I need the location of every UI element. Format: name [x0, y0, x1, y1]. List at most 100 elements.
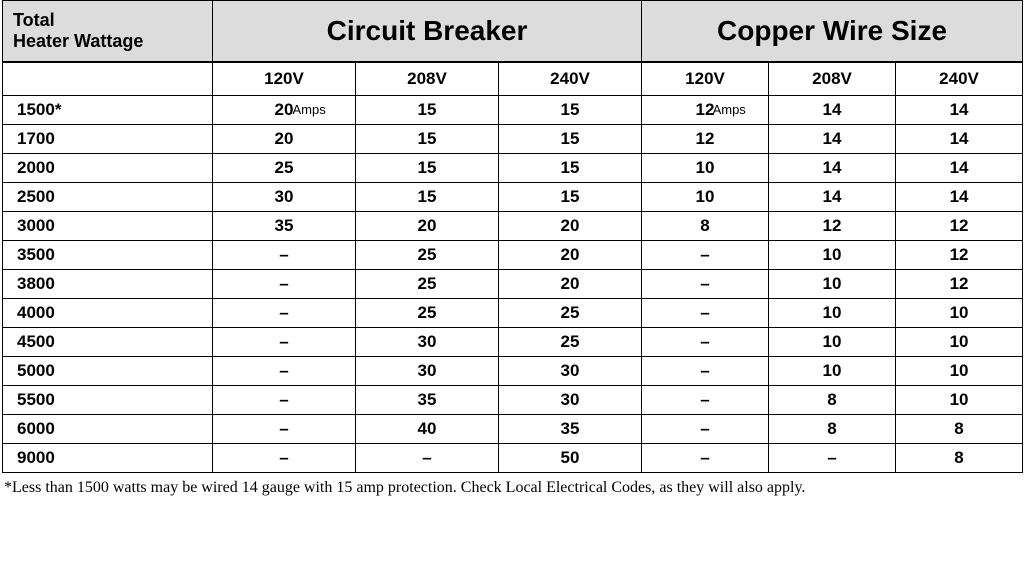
- wattage-cell: 1500*: [3, 96, 213, 125]
- cb-cell: 30: [499, 357, 642, 386]
- subheader-cb-120v: 120V: [213, 62, 356, 96]
- table-row: 4500–3025–1010: [3, 328, 1023, 357]
- cb-cell: 25: [499, 328, 642, 357]
- table-row: 300035202081212: [3, 212, 1023, 241]
- cb-cell: 35: [356, 386, 499, 415]
- cb-cell: 35: [499, 415, 642, 444]
- wire-cell: 14: [896, 96, 1023, 125]
- table-row: 1500*20Amps151512Amps1414: [3, 96, 1023, 125]
- heater-sizing-table-container: Total Heater Wattage Circuit Breaker Cop…: [0, 0, 1024, 501]
- cb-cell: 40: [356, 415, 499, 444]
- wire-cell: 8: [642, 212, 769, 241]
- table-row: 6000–4035–88: [3, 415, 1023, 444]
- wattage-cell: 3000: [3, 212, 213, 241]
- subheader-wire-208v: 208V: [769, 62, 896, 96]
- wattage-cell: 3500: [3, 241, 213, 270]
- header-copper-wire: Copper Wire Size: [642, 1, 1023, 63]
- wire-cell: 10: [896, 357, 1023, 386]
- wattage-cell: 5000: [3, 357, 213, 386]
- cb-cell: 15: [499, 125, 642, 154]
- wire-cell: 10: [642, 154, 769, 183]
- cb-cell: 15: [356, 154, 499, 183]
- cb-cell: –: [213, 328, 356, 357]
- wire-cell: –: [642, 328, 769, 357]
- wire-cell: 14: [769, 125, 896, 154]
- wire-cell: 10: [769, 328, 896, 357]
- wattage-cell: 1700: [3, 125, 213, 154]
- cb-cell: 25: [356, 270, 499, 299]
- cb-cell: 15: [499, 154, 642, 183]
- wire-cell: 10: [896, 299, 1023, 328]
- table-row: 3500–2520–1012: [3, 241, 1023, 270]
- table-row: 2500301515101414: [3, 183, 1023, 212]
- wire-cell: 10: [769, 270, 896, 299]
- cb-cell: 30: [356, 328, 499, 357]
- subheader-cb-208v: 208V: [356, 62, 499, 96]
- cb-cell: –: [213, 386, 356, 415]
- header-total-wattage: Total Heater Wattage: [3, 1, 213, 63]
- wattage-cell: 4000: [3, 299, 213, 328]
- cb-cell: 15: [356, 125, 499, 154]
- wire-cell: –: [642, 444, 769, 473]
- wire-cell: –: [642, 357, 769, 386]
- cb-cell: 20: [499, 270, 642, 299]
- unit-label-amps: Amps: [713, 102, 746, 117]
- wire-cell: 12: [896, 270, 1023, 299]
- cb-cell: 15: [499, 183, 642, 212]
- wattage-cell: 2500: [3, 183, 213, 212]
- cb-cell: 25: [213, 154, 356, 183]
- cb-cell: 25: [356, 241, 499, 270]
- wire-cell: 10: [769, 241, 896, 270]
- cb-cell: 30: [213, 183, 356, 212]
- cb-cell: 15: [499, 96, 642, 125]
- wire-cell: 10: [896, 328, 1023, 357]
- table-row: 2000251515101414: [3, 154, 1023, 183]
- header-total-wattage-line1: Total: [13, 10, 55, 30]
- wire-cell: 12: [896, 212, 1023, 241]
- wire-cell: –: [642, 415, 769, 444]
- wire-cell: –: [642, 386, 769, 415]
- cb-cell: 30: [356, 357, 499, 386]
- wire-cell: 10: [769, 299, 896, 328]
- cb-cell: 15: [356, 96, 499, 125]
- cb-cell: 25: [356, 299, 499, 328]
- wire-cell: 12: [769, 212, 896, 241]
- cb-cell: –: [213, 241, 356, 270]
- cb-cell: 35: [213, 212, 356, 241]
- wire-cell: 12Amps: [642, 96, 769, 125]
- subheader-wire-240v: 240V: [896, 62, 1023, 96]
- cb-cell: –: [213, 299, 356, 328]
- wattage-cell: 4500: [3, 328, 213, 357]
- footnote: *Less than 1500 watts may be wired 14 ga…: [2, 473, 1022, 501]
- subheader-wire-120v: 120V: [642, 62, 769, 96]
- wire-cell: 10: [896, 386, 1023, 415]
- wattage-cell: 5500: [3, 386, 213, 415]
- cb-cell: –: [213, 415, 356, 444]
- cb-cell: 20Amps: [213, 96, 356, 125]
- wire-cell: 14: [769, 96, 896, 125]
- wire-cell: 14: [769, 183, 896, 212]
- table-row: 1700201515121414: [3, 125, 1023, 154]
- unit-label-amps: Amps: [293, 102, 326, 117]
- cb-cell: 25: [499, 299, 642, 328]
- wire-cell: 14: [896, 154, 1023, 183]
- cb-cell: –: [356, 444, 499, 473]
- cb-cell: 20: [499, 212, 642, 241]
- cb-cell: –: [213, 270, 356, 299]
- cb-cell: 50: [499, 444, 642, 473]
- table-header-row: Total Heater Wattage Circuit Breaker Cop…: [3, 1, 1023, 63]
- wire-cell: –: [642, 270, 769, 299]
- wattage-cell: 3800: [3, 270, 213, 299]
- cb-cell: –: [213, 357, 356, 386]
- cb-cell: 15: [356, 183, 499, 212]
- wattage-cell: 2000: [3, 154, 213, 183]
- heater-sizing-table: Total Heater Wattage Circuit Breaker Cop…: [2, 0, 1023, 473]
- cb-cell: 20: [213, 125, 356, 154]
- wire-cell: 8: [769, 386, 896, 415]
- wire-cell: 8: [769, 415, 896, 444]
- wire-cell: 10: [642, 183, 769, 212]
- cb-cell: 20: [356, 212, 499, 241]
- table-row: 5500–3530–810: [3, 386, 1023, 415]
- cb-cell: 30: [499, 386, 642, 415]
- wire-cell: 8: [896, 415, 1023, 444]
